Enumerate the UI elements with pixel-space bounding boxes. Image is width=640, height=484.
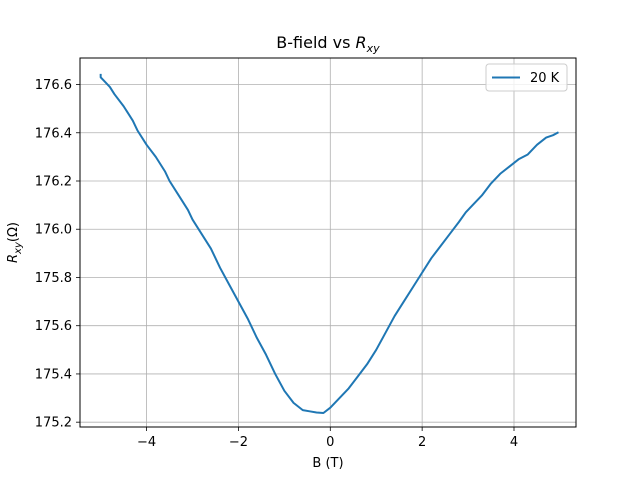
plot-frame bbox=[79, 57, 577, 428]
legend: 20 K bbox=[485, 63, 568, 92]
x-tick-label: 4 bbox=[510, 435, 518, 450]
series-line bbox=[99, 73, 559, 415]
y-tick-label: 176.0 bbox=[35, 223, 72, 238]
y-axis-label-unit: (Ω) bbox=[6, 222, 21, 242]
y-tick-label: 175.4 bbox=[35, 367, 72, 382]
x-tick-label: 2 bbox=[418, 435, 426, 450]
y-tick-label: 175.6 bbox=[35, 319, 72, 334]
chart-title-prefix: B-field vs bbox=[276, 33, 355, 52]
x-tick-label: −2 bbox=[229, 435, 248, 450]
y-tick-label: 176.4 bbox=[35, 126, 72, 141]
y-axis-label: Rxy(Ω) bbox=[6, 222, 24, 263]
legend-box bbox=[485, 63, 568, 92]
chart-title-subscript: xy bbox=[366, 42, 381, 55]
x-tick-label: 0 bbox=[326, 435, 334, 450]
chart-title-var: R bbox=[356, 33, 367, 52]
y-tick-label: 175.8 bbox=[35, 271, 72, 286]
y-tick-label: 176.2 bbox=[35, 175, 72, 190]
x-tick-label: −4 bbox=[137, 435, 156, 450]
y-axis-label-var: R bbox=[6, 254, 21, 263]
legend-label: 20 K bbox=[530, 71, 560, 86]
y-tick-label: 175.2 bbox=[35, 416, 72, 431]
y-tick-label: 176.6 bbox=[35, 78, 72, 93]
chart-title: B-field vs Rxy bbox=[276, 33, 380, 55]
x-axis-label: B (T) bbox=[312, 456, 343, 471]
axis-ticks: −4 −2 0 2 4 175.2 175.4 175.6 175.8 176.0 176.2 176… bbox=[35, 78, 518, 450]
y-axis-label-subscript: xy bbox=[13, 241, 24, 255]
series-layer bbox=[99, 73, 559, 415]
